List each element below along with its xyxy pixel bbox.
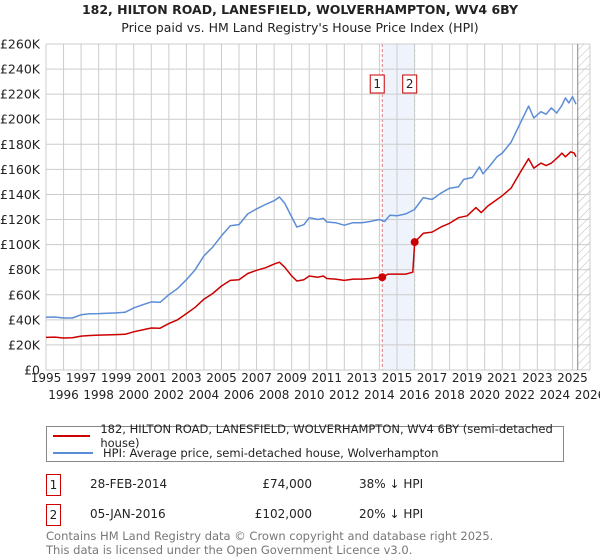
x-tick-label: 2006 xyxy=(224,388,255,402)
x-tick-label: 1995 xyxy=(31,371,62,385)
x-tick-label: 2008 xyxy=(259,388,290,402)
y-tick-label: £260K xyxy=(0,37,41,52)
chart-legend: 182, HILTON ROAD, LANESFIELD, WOLVERHAMP… xyxy=(46,422,564,462)
x-tick-label: 2003 xyxy=(171,371,202,385)
x-tick-label: 2005 xyxy=(206,371,237,385)
y-tick-label: £60K xyxy=(8,287,41,302)
transaction-row: 2 05-JAN-2016 £102,000 20% ↓ HPI xyxy=(46,504,546,526)
x-tick-label: 2024 xyxy=(540,388,571,402)
x-tick-label: 1998 xyxy=(83,388,114,402)
y-tick-label: £100K xyxy=(0,237,41,252)
y-tick-label: £0 xyxy=(24,363,40,378)
sale-label-box xyxy=(369,74,385,94)
x-tick-label: 1996 xyxy=(48,388,79,402)
property-price-line xyxy=(45,151,577,339)
hpi-line xyxy=(45,95,577,319)
x-tick-label: 2015 xyxy=(382,371,413,385)
x-tick-label: 2000 xyxy=(118,388,149,402)
sale-point xyxy=(378,273,387,282)
x-tick-label: 2020 xyxy=(469,388,500,402)
x-tick-label: 2007 xyxy=(241,371,272,385)
x-tick-label: 1997 xyxy=(66,371,97,385)
x-tick-label: 2025 xyxy=(557,371,588,385)
y-tick-label: £240K xyxy=(0,62,41,77)
sale-label: 2 xyxy=(406,77,414,91)
y-tick-label: £140K xyxy=(0,187,41,202)
y-tick-label: £20K xyxy=(8,337,41,352)
transaction-price: £74,000 xyxy=(262,477,312,491)
forecast-hatch xyxy=(577,44,590,370)
y-tick-label: £40K xyxy=(8,312,41,327)
transaction-hpi-diff: 38% ↓ HPI xyxy=(359,477,424,491)
x-tick-label: 2014 xyxy=(364,388,395,402)
x-tick-label: 2012 xyxy=(329,388,360,402)
y-tick-label: £180K xyxy=(0,137,41,152)
price-chart: 1995 1996 1997 1998 1999 2000 2001 2002 2003 2004… xyxy=(0,37,600,403)
transaction-hpi-diff: 20% ↓ HPI xyxy=(359,507,424,521)
transaction-marker: 1 xyxy=(46,474,61,496)
sale-label-box xyxy=(402,74,418,94)
transaction-row: 1 28-FEB-2014 £74,000 38% ↓ HPI xyxy=(46,474,546,496)
legend-swatch-red xyxy=(53,435,91,437)
x-tick-label: 2002 xyxy=(154,388,185,402)
x-tick-label: 1999 xyxy=(101,371,132,385)
x-tick-label: 2013 xyxy=(347,371,378,385)
x-tick-label: 2009 xyxy=(276,371,307,385)
transaction-price: £102,000 xyxy=(254,507,312,521)
legend-item-property: 182, HILTON ROAD, LANESFIELD, WOLVERHAMP… xyxy=(53,422,563,450)
chart-subtitle: Price paid vs. HM Land Registry's House … xyxy=(121,20,479,35)
footer-copyright: Contains HM Land Registry data © Crown c… xyxy=(46,529,494,543)
legend-label-property: 182, HILTON ROAD, LANESFIELD, WOLVERHAMP… xyxy=(100,422,553,450)
legend-swatch-blue xyxy=(53,452,93,454)
y-tick-label: £200K xyxy=(0,112,41,127)
x-tick-label: 2016 xyxy=(399,388,430,402)
x-tick-label: 2001 xyxy=(136,371,167,385)
x-tick-label: 2021 xyxy=(487,371,518,385)
x-tick-label: 2011 xyxy=(312,371,343,385)
legend-label-hpi: HPI: Average price, semi-detached house,… xyxy=(103,446,439,460)
y-tick-label: £120K xyxy=(0,212,41,227)
x-tick-label: 2004 xyxy=(189,388,220,402)
y-tick-label: £80K xyxy=(8,262,41,277)
x-tick-label: 2018 xyxy=(434,388,465,402)
x-tick-label: 2010 xyxy=(294,388,325,402)
chart-title: 182, HILTON ROAD, LANESFIELD, WOLVERHAMP… xyxy=(81,2,519,17)
transaction-marker: 2 xyxy=(46,504,61,526)
sale-point xyxy=(410,238,419,247)
transaction-date: 05-JAN-2016 xyxy=(90,507,166,521)
y-tick-label: £160K xyxy=(0,162,41,177)
x-tick-label: 2022 xyxy=(505,388,536,402)
transaction-date: 28-FEB-2014 xyxy=(90,477,168,491)
sale-label: 1 xyxy=(373,77,381,91)
x-tick-label: 2017 xyxy=(417,371,448,385)
x-tick-label: 2026 xyxy=(575,388,600,402)
x-tick-label: 2019 xyxy=(452,371,483,385)
y-tick-label: £220K xyxy=(0,87,41,102)
sale-period-band xyxy=(382,44,415,370)
footer-licence: This data is licensed under the Open Gov… xyxy=(46,543,413,557)
x-tick-label: 2023 xyxy=(522,371,553,385)
legend-item-hpi: HPI: Average price, semi-detached house,… xyxy=(53,445,439,461)
